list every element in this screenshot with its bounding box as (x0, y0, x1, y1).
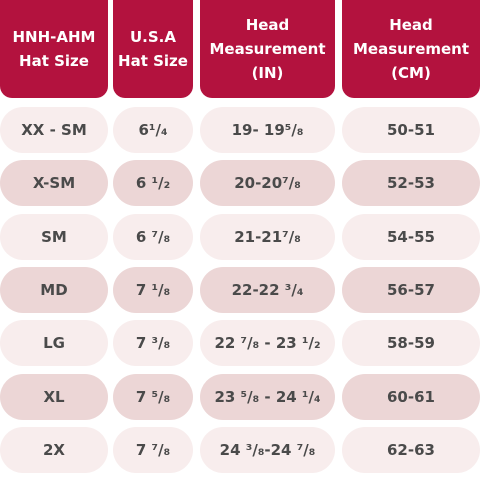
table-cell: 56-57 (342, 266, 480, 313)
header-line: (IN) (251, 64, 284, 82)
header-line: Head (245, 16, 290, 34)
column-header: Head Measurement (CM) (342, 0, 480, 98)
table-cell: 21-21⁷/₈ (200, 213, 335, 260)
table-cell: 19- 19⁵/₈ (200, 107, 335, 153)
table-cell: 7 ⁷/₈ (113, 426, 193, 473)
table-cell: 24 ³/₈-24 ⁷/₈ (200, 426, 335, 473)
table-cell: 6¹/₄ (113, 107, 193, 153)
table-cell: 50-51 (342, 107, 480, 153)
table-cell: SM (0, 213, 108, 260)
table-cell: 6 ⁷/₈ (113, 213, 193, 260)
table-cell: 62-63 (342, 426, 480, 473)
column-header: U.S.A Hat Size (113, 0, 193, 98)
column-header: HNH-AHM Hat Size (0, 0, 108, 98)
header-line: Hat Size (19, 52, 89, 70)
header-line: Hat Size (118, 52, 188, 70)
table-cell: 7 ¹/₈ (113, 266, 193, 313)
table-cell: 23 ⁵/₈ - 24 ¹/₄ (200, 373, 335, 420)
table-cell: 20-20⁷/₈ (200, 160, 335, 207)
table-cell: XL (0, 373, 108, 420)
column-header: Head Measurement (IN) (200, 0, 335, 98)
table-cell: MD (0, 266, 108, 313)
table-cell: 60-61 (342, 373, 480, 420)
header-line: Measurement (209, 40, 326, 58)
header-line: HNH-AHM (12, 28, 96, 46)
table-cell: 6 ¹/₂ (113, 160, 193, 207)
header-line: Measurement (352, 40, 470, 58)
header-line: (CM) (391, 64, 431, 82)
table-cell: X-SM (0, 160, 108, 207)
header-line: U.S.A (130, 28, 176, 46)
table-cell: XX - SM (0, 107, 108, 153)
table-cell: 22-22 ³/₄ (200, 266, 335, 313)
table-cell: 54-55 (342, 213, 480, 260)
table-cell: 7 ³/₈ (113, 320, 193, 367)
header-line: Head (389, 16, 433, 34)
table-cell: 52-53 (342, 160, 480, 207)
table-cell: 22 ⁷/₈ - 23 ¹/₂ (200, 320, 335, 367)
table-cell: 58-59 (342, 320, 480, 367)
table-cell: 2X (0, 426, 108, 473)
table-cell: 7 ⁵/₈ (113, 373, 193, 420)
table-cell: LG (0, 320, 108, 367)
